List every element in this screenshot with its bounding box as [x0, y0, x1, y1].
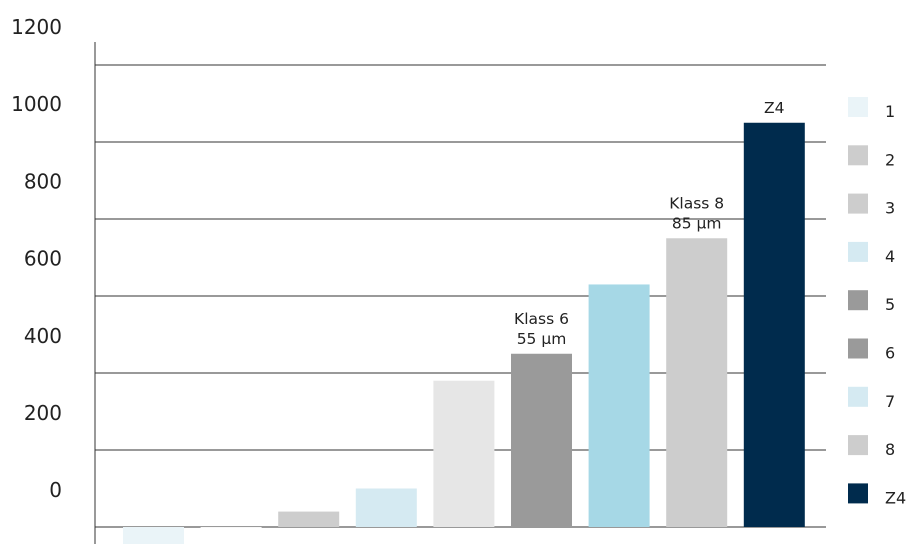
annotation-line: Klass 8: [669, 194, 724, 212]
legend-label: 6: [885, 344, 895, 363]
bar-Z4: [743, 122, 805, 527]
annotation-6: Klass 6 55 µm: [514, 310, 569, 348]
legend-label: 7: [885, 392, 895, 411]
bar-7: [588, 284, 650, 527]
legend-entry-4: 4: [848, 241, 895, 266]
y-tick-label: 600: [24, 247, 62, 271]
y-tick-label: 1000: [11, 92, 62, 116]
legend-label: 5: [885, 295, 895, 314]
bar-1: [123, 527, 184, 544]
legend-entry-5: 5: [848, 290, 895, 314]
legend-entry-8: 8: [848, 435, 895, 459]
legend-label: 2: [885, 150, 895, 169]
annotation-line: 55 µm: [517, 330, 567, 348]
legend-swatch: [848, 145, 868, 166]
annotation-8: Klass 8 85 µm: [669, 194, 724, 232]
legend: 1 2 3 4 5 6 7 8 Z4: [848, 97, 906, 507]
y-tick-label: 0: [49, 478, 62, 502]
legend-swatch: [848, 338, 868, 359]
legend-label: 4: [885, 247, 895, 266]
annotation-Z4: Z4: [764, 99, 784, 117]
y-tick-label: 400: [24, 324, 62, 348]
annotations: Klass 6 55 µm Klass 8 85 µm Z4: [514, 99, 785, 348]
legend-entry-7: 7: [848, 386, 895, 411]
y-tick-label: 1200: [11, 15, 62, 39]
legend-entry-1: 1: [848, 97, 895, 121]
legend-swatch: [848, 386, 868, 407]
legend-entry-6: 6: [848, 338, 895, 363]
bars: [123, 122, 805, 544]
bar-4: [355, 488, 417, 527]
legend-entry-2: 2: [848, 145, 895, 169]
bar-8: [666, 238, 728, 527]
bar-2: [200, 527, 262, 528]
gridlines: [95, 64, 826, 528]
legend-swatch: [848, 241, 868, 262]
y-tick-label: 800: [24, 169, 62, 193]
y-tick-labels: 1200 1000 800 600 400 200 0: [11, 15, 62, 502]
annotation-line: Klass 6: [514, 310, 569, 328]
bar-5: [433, 380, 495, 527]
y-tick-label: 200: [24, 401, 62, 425]
bar-3: [278, 511, 340, 527]
annotation-line: 85 µm: [672, 214, 722, 232]
legend-label: 3: [885, 199, 895, 218]
legend-entry-3: 3: [848, 193, 895, 218]
legend-swatch: [848, 290, 868, 311]
legend-label: 8: [885, 440, 895, 459]
bar-6: [511, 353, 572, 527]
legend-swatch: [848, 193, 868, 214]
legend-swatch: [848, 483, 868, 504]
legend-swatch: [848, 97, 868, 117]
legend-entry-Z4: Z4: [848, 483, 906, 507]
annotation-line: Z4: [764, 99, 784, 117]
legend-swatch: [848, 435, 868, 456]
legend-label: Z4: [885, 488, 906, 507]
legend-label: 1: [885, 102, 895, 121]
